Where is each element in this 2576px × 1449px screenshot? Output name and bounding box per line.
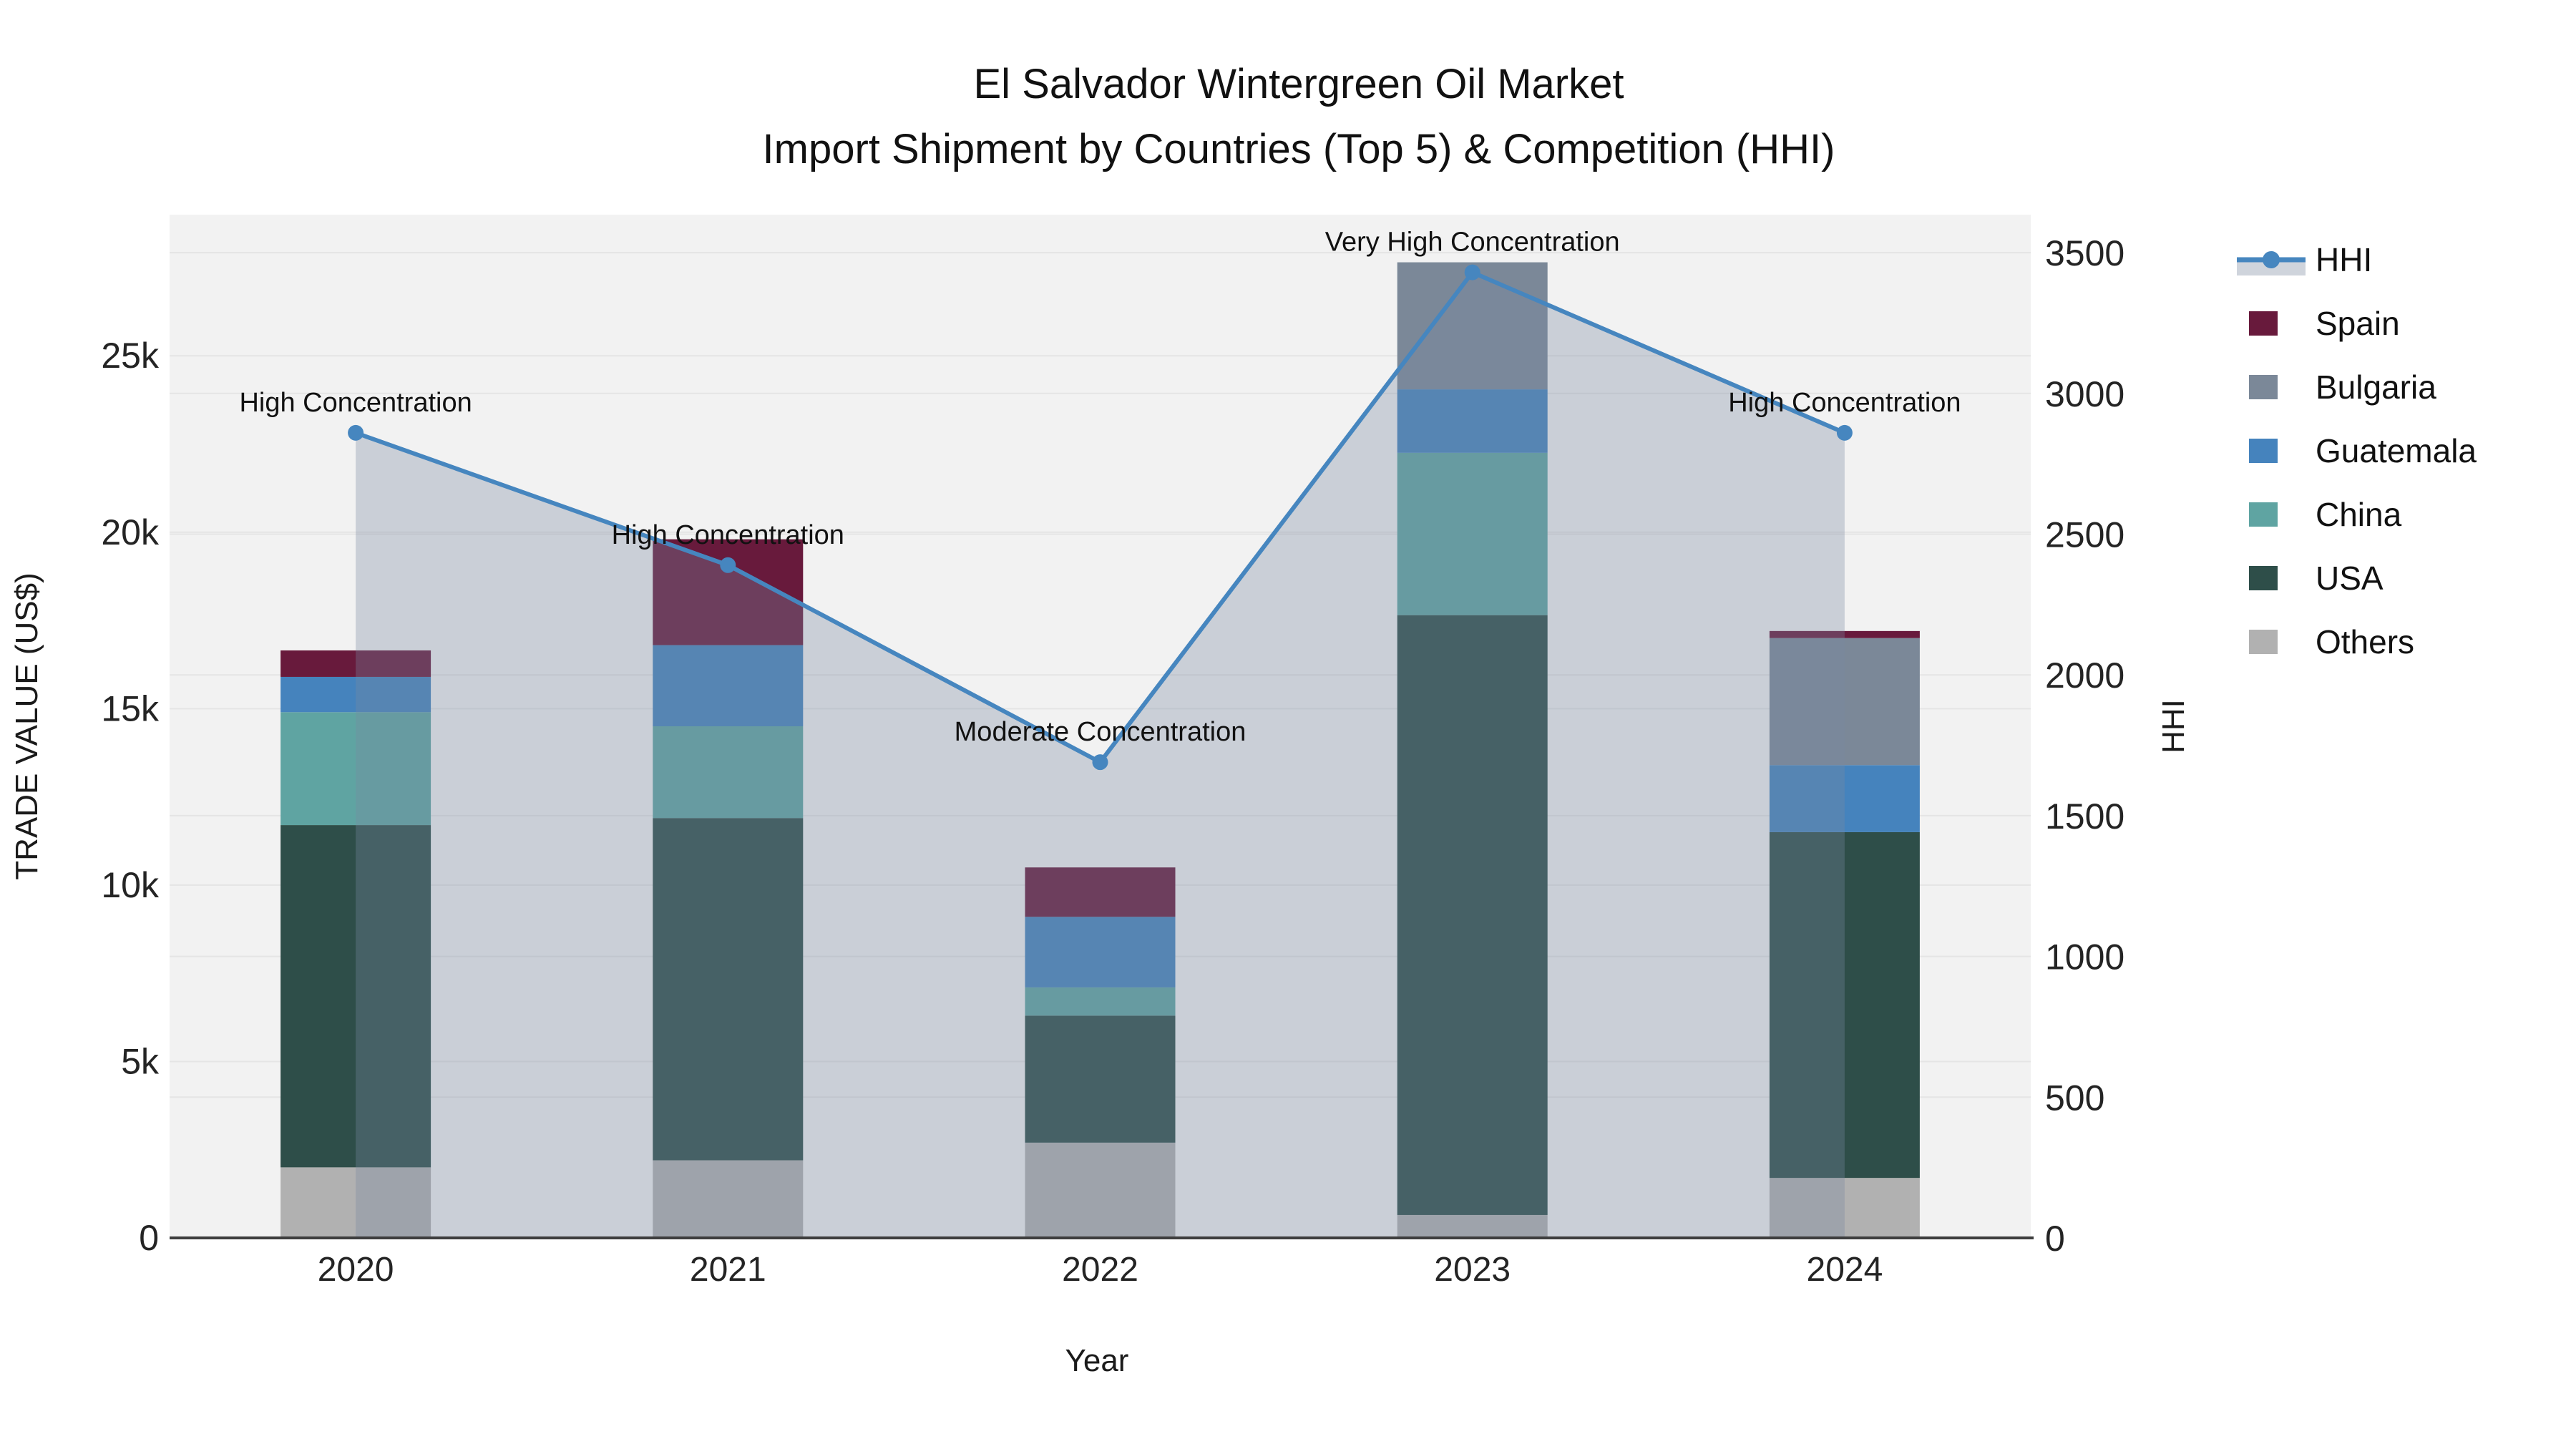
legend-item-china[interactable]: China bbox=[2249, 496, 2402, 533]
bar-segment-spain-2024 bbox=[1769, 630, 1920, 638]
hhi-line bbox=[348, 264, 1853, 771]
hhi-marker-2023 bbox=[1464, 264, 1480, 280]
annotation-2022: Moderate Concentration bbox=[955, 717, 1246, 747]
bar-segment-china-2021 bbox=[653, 726, 804, 819]
y-right-tick-label: 1500 bbox=[2045, 796, 2124, 836]
y-left-tick-label: 0 bbox=[139, 1218, 159, 1258]
bar-segment-china-2023 bbox=[1397, 452, 1548, 615]
bar-segment-usa-2024 bbox=[1769, 831, 1920, 1179]
chart-title-line1: El Salvador Wintergreen Oil Market bbox=[974, 61, 1624, 107]
annotation-2024: High Concentration bbox=[1728, 388, 1961, 418]
legend-label-spain: Spain bbox=[2316, 305, 2400, 342]
bar-segment-others-2020 bbox=[280, 1167, 431, 1238]
bar-segment-guatemala-2023 bbox=[1397, 389, 1548, 453]
y-left-tick-label: 10k bbox=[101, 865, 160, 905]
legend-item-bulgaria[interactable]: Bulgaria bbox=[2249, 369, 2436, 406]
legend-label-china: China bbox=[2316, 496, 2402, 533]
hhi-marker-2020 bbox=[348, 424, 364, 441]
legend-swatch-others bbox=[2249, 630, 2278, 654]
bar-segment-spain-2022 bbox=[1025, 867, 1176, 917]
legend-label-usa: USA bbox=[2316, 560, 2384, 597]
y-left-tick-label: 20k bbox=[101, 512, 160, 552]
x-tick-label-2023: 2023 bbox=[1434, 1251, 1511, 1289]
y-right-tick-label: 2500 bbox=[2045, 515, 2124, 555]
legend-item-usa[interactable]: USA bbox=[2249, 560, 2384, 597]
legend-hhi-marker bbox=[2263, 251, 2280, 268]
y-right-tick-label: 3500 bbox=[2045, 233, 2124, 273]
x-tick-label-2021: 2021 bbox=[690, 1251, 766, 1289]
bar-segment-others-2024 bbox=[1769, 1178, 1920, 1238]
legend-item-others[interactable]: Others bbox=[2249, 623, 2414, 660]
bar-segment-guatemala-2022 bbox=[1025, 917, 1176, 987]
annotation-2021: High Concentration bbox=[612, 520, 844, 550]
y-right-tick-label: 500 bbox=[2045, 1078, 2104, 1118]
legend-swatch-china bbox=[2249, 502, 2278, 527]
legend-label-guatemala: Guatemala bbox=[2316, 432, 2477, 469]
hhi-area bbox=[356, 272, 1845, 1238]
x-tick-label-2024: 2024 bbox=[1807, 1251, 1883, 1289]
bar-segment-guatemala-2020 bbox=[280, 676, 431, 713]
y-right-tick-label: 2000 bbox=[2045, 655, 2124, 696]
legend-label-hhi: HHI bbox=[2316, 241, 2372, 278]
annotations: High Concentration High Concentration Mode… bbox=[239, 228, 1961, 748]
bar-segment-others-2022 bbox=[1025, 1142, 1176, 1238]
bar-segment-bulgaria-2023 bbox=[1397, 262, 1548, 390]
bar-segment-usa-2023 bbox=[1397, 615, 1548, 1215]
hhi-marker-2024 bbox=[1836, 424, 1853, 441]
legend-swatch-usa bbox=[2249, 566, 2278, 590]
legend-item-guatemala[interactable]: Guatemala bbox=[2249, 432, 2477, 469]
legend-swatch-guatemala bbox=[2249, 439, 2278, 463]
bar-segment-guatemala-2021 bbox=[653, 645, 804, 726]
x-axis-title: Year bbox=[1065, 1343, 1129, 1378]
bar-segment-usa-2021 bbox=[653, 818, 804, 1161]
legend: HHI Spain Bulgaria Guatemala China USA Others bbox=[2237, 241, 2477, 660]
hhi-marker-2022 bbox=[1092, 754, 1108, 771]
y-left-tick-label: 25k bbox=[101, 336, 160, 376]
bar-segment-china-2022 bbox=[1025, 987, 1176, 1016]
y-right-tick-label: 3000 bbox=[2045, 374, 2124, 414]
hhi-marker-2021 bbox=[720, 557, 736, 573]
legend-label-others: Others bbox=[2316, 623, 2414, 660]
y-right-tick-label: 0 bbox=[2045, 1219, 2065, 1259]
bar-segment-china-2020 bbox=[280, 712, 431, 826]
legend-item-spain[interactable]: Spain bbox=[2249, 305, 2400, 342]
y-right-tick-label: 1000 bbox=[2045, 937, 2124, 977]
legend-label-bulgaria: Bulgaria bbox=[2316, 369, 2436, 406]
bar-segment-others-2023 bbox=[1397, 1214, 1548, 1238]
annotation-2020: High Concentration bbox=[239, 388, 472, 418]
legend-swatch-spain bbox=[2249, 311, 2278, 336]
y-right-axis-title: HHI bbox=[2156, 699, 2191, 753]
stacked-bars bbox=[280, 262, 1920, 1238]
y-left-tick-label: 15k bbox=[101, 688, 160, 728]
x-tick-label-2020: 2020 bbox=[318, 1251, 394, 1289]
bar-segment-others-2021 bbox=[653, 1160, 804, 1238]
axis-ticks: 0 5k 10k 15k 20k 25k 0 500 1000 1500 2000 2500 3000 3… bbox=[101, 233, 2124, 1289]
bar-segment-usa-2020 bbox=[280, 825, 431, 1168]
y-left-axis-title: TRADE VALUE (US$) bbox=[9, 572, 44, 880]
bar-segment-bulgaria-2024 bbox=[1769, 638, 1920, 766]
chart-title-line2: Import Shipment by Countries (Top 5) & C… bbox=[763, 126, 1835, 172]
bar-segment-guatemala-2024 bbox=[1769, 765, 1920, 832]
annotation-2023: Very High Concentration bbox=[1325, 228, 1620, 258]
legend-swatch-bulgaria bbox=[2249, 375, 2278, 399]
y-left-tick-label: 5k bbox=[121, 1041, 160, 1081]
x-tick-label-2022: 2022 bbox=[1062, 1251, 1138, 1289]
hhi-area-fill bbox=[356, 272, 1845, 1238]
bar-segment-spain-2020 bbox=[280, 650, 431, 677]
legend-item-hhi[interactable]: HHI bbox=[2237, 241, 2372, 278]
bar-segment-usa-2022 bbox=[1025, 1015, 1176, 1143]
